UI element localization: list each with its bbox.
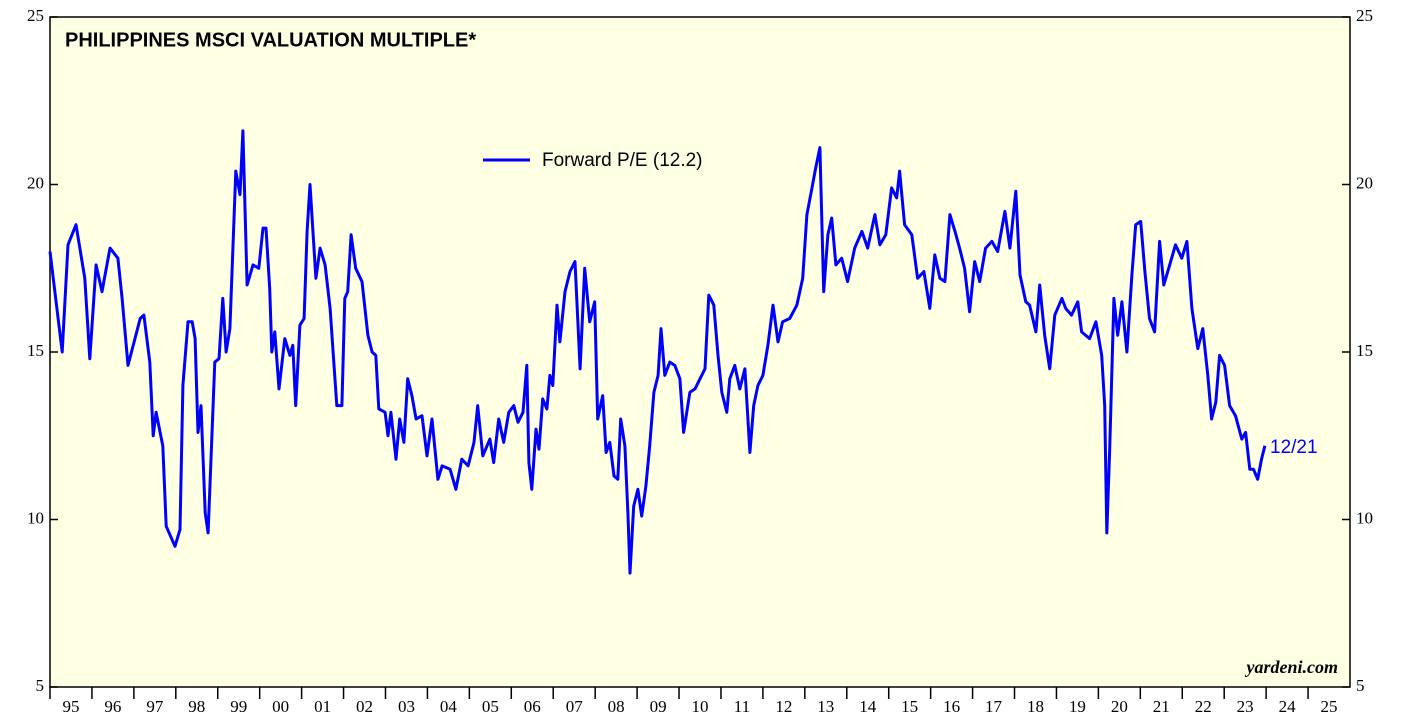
y-tick-label: 20 [27,173,44,192]
x-tick-label: 06 [524,697,541,716]
y2-tick-label: 5 [1356,676,1365,695]
x-tick-label: 25 [1321,697,1338,716]
x-tick-label: 24 [1279,697,1297,716]
series-line [48,129,1267,575]
x-tick-label: 99 [230,697,247,716]
x-tick-label: 23 [1237,697,1254,716]
x-tick-label: 22 [1195,697,1212,716]
y-tick-label: 15 [27,341,44,360]
x-tick-label: 09 [650,697,667,716]
x-tick-label: 04 [440,697,458,716]
x-tick-label: 17 [985,697,1003,716]
x-tick-label: 19 [1069,697,1086,716]
y2-tick-label: 15 [1356,341,1373,360]
x-tick-label: 20 [1111,697,1128,716]
x-tick-label: 96 [104,697,121,716]
annotation: 12/21 [1270,437,1318,458]
y-tick-label: 5 [36,676,45,695]
x-tick-label: 95 [62,697,79,716]
x-tick-label: 97 [146,697,164,716]
x-tick-label: 21 [1153,697,1170,716]
x-tick-label: 13 [817,697,834,716]
y2-tick-label: 20 [1356,173,1373,192]
x-tick-label: 10 [692,697,709,716]
x-tick-label: 07 [566,697,584,716]
x-tick-label: 03 [398,697,415,716]
x-tick-label: 01 [314,697,331,716]
y2-tick-label: 25 [1356,6,1373,25]
y-tick-label: 25 [27,6,44,25]
x-tick-label: 00 [272,697,289,716]
x-tick-label: 05 [482,697,499,716]
chart-title: PHILIPPINES MSCI VALUATION MULTIPLE* [65,29,476,51]
source: yardeni.com [1245,657,1339,677]
legend-label: Forward P/E (12.2) [542,150,703,171]
x-tick-label: 11 [734,697,750,716]
x-tick-label: 08 [608,697,625,716]
x-tick-label: 98 [188,697,205,716]
y2-tick-label: 10 [1356,508,1373,527]
y-tick-label: 10 [27,508,44,527]
x-tick-label: 02 [356,697,373,716]
x-tick-label: 18 [1027,697,1044,716]
x-tick-label: 12 [775,697,792,716]
x-tick-label: 16 [943,697,960,716]
x-tick-label: 15 [901,697,918,716]
plot-area [49,16,1351,688]
x-tick-label: 14 [859,697,877,716]
